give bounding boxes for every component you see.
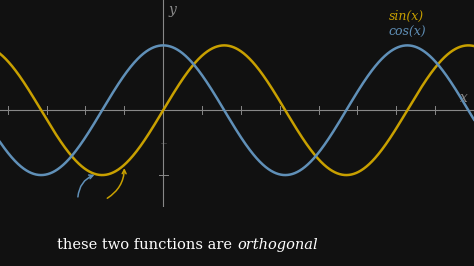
Text: x: x (460, 91, 468, 105)
Text: orthogonal: orthogonal (237, 238, 318, 252)
Text: y: y (169, 3, 177, 17)
Text: sin(x): sin(x) (389, 10, 424, 23)
Text: these two functions are: these two functions are (57, 238, 237, 252)
Text: cos(x): cos(x) (389, 26, 426, 39)
